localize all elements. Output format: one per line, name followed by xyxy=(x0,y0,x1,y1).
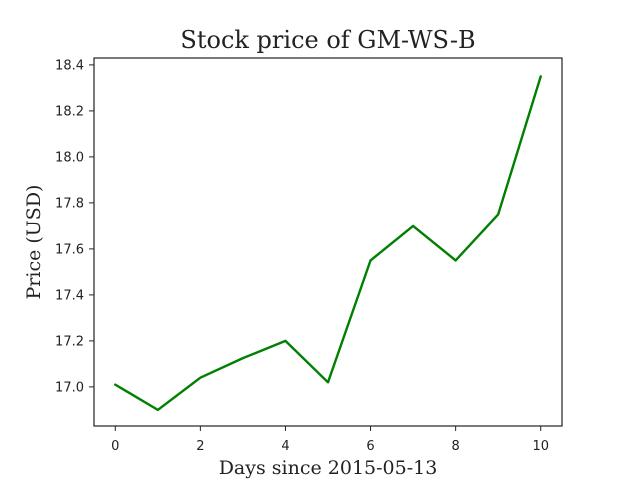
x-tick-label: 6 xyxy=(366,439,374,454)
y-tick-label: 17.2 xyxy=(55,334,84,349)
y-tick-label: 17.0 xyxy=(55,380,84,395)
x-tick-label: 10 xyxy=(532,439,549,454)
x-tick-label: 0 xyxy=(111,439,119,454)
x-tick-label: 4 xyxy=(281,439,289,454)
x-axis: 0 2 4 6 8 10 xyxy=(111,426,549,454)
y-tick-label: 18.4 xyxy=(55,58,84,73)
y-axis-label: Price (USD) xyxy=(23,185,45,300)
y-tick-label: 18.2 xyxy=(55,104,84,119)
x-tick-label: 8 xyxy=(451,439,459,454)
y-tick-label: 18.0 xyxy=(55,150,84,165)
y-tick-label: 17.8 xyxy=(55,196,84,211)
plot-frame xyxy=(93,57,563,427)
x-tick-label: 2 xyxy=(196,439,204,454)
y-tick-label: 17.6 xyxy=(55,242,84,257)
series-line xyxy=(114,75,542,412)
y-axis: 17.0 17.2 17.4 17.6 17.8 18.0 18.2 18.4 xyxy=(55,58,94,395)
chart-title: Stock price of GM-WS-B xyxy=(180,26,475,54)
y-tick-label: 17.4 xyxy=(55,288,84,303)
series-layer xyxy=(114,75,542,412)
x-axis-label: Days since 2015-05-13 xyxy=(219,457,438,479)
